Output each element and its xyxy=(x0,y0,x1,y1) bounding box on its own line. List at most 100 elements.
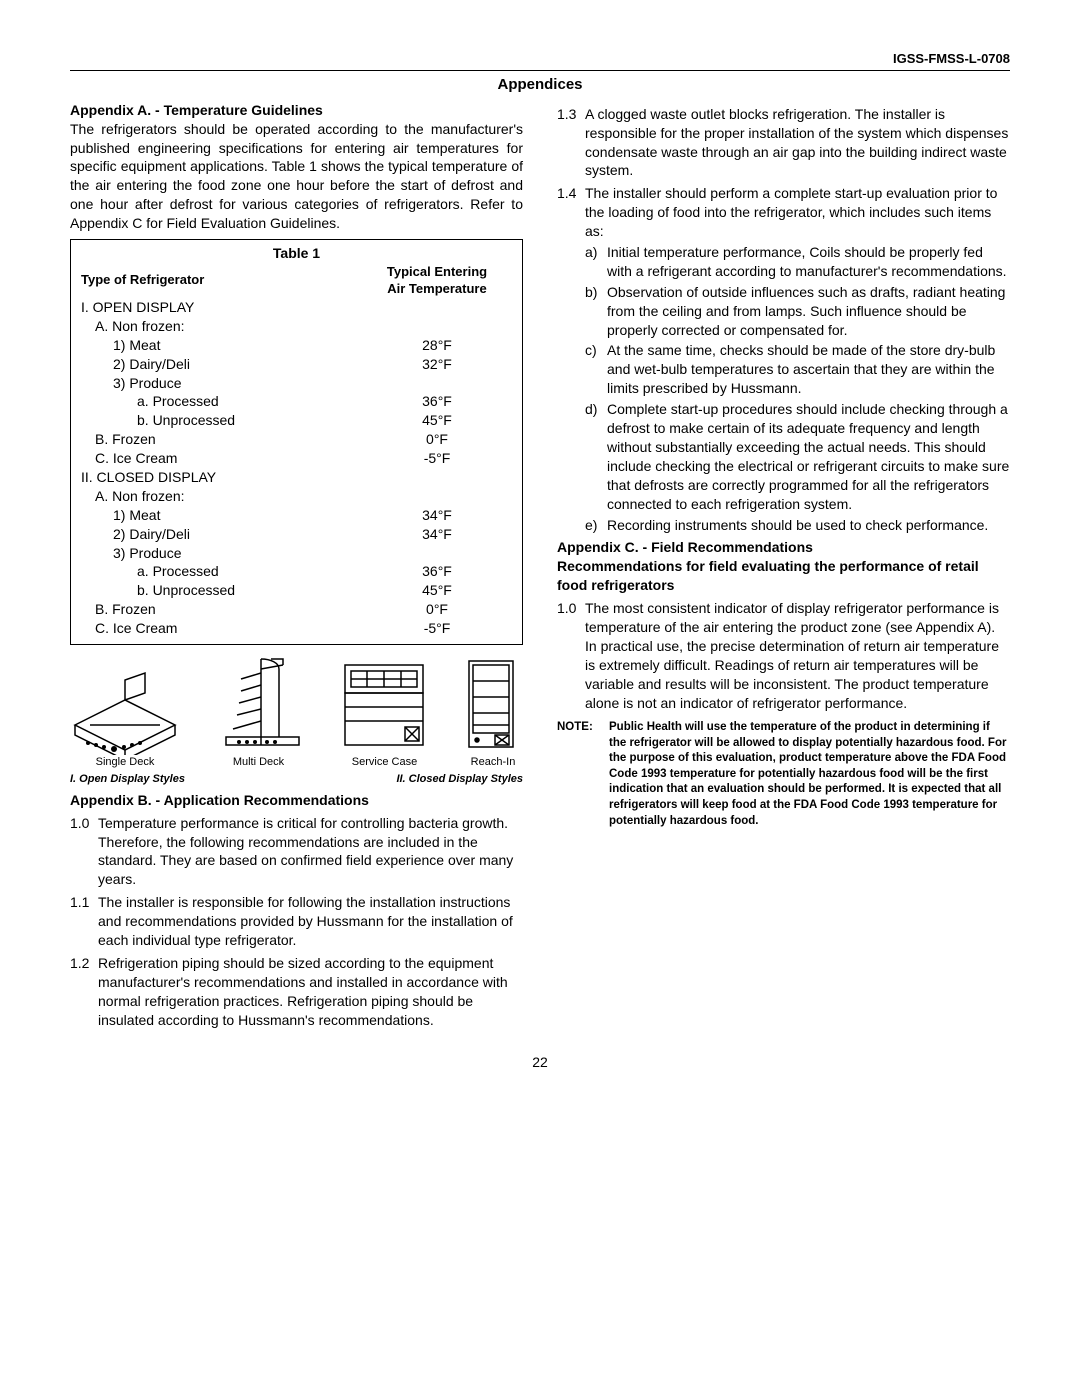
appendix-a-para: The refrigerators should be operated acc… xyxy=(70,120,523,233)
table-cell-temp: 28°F xyxy=(362,336,512,355)
table-row: A. Non frozen: xyxy=(81,317,512,336)
right-items: 1.3A clogged waste outlet blocks refrige… xyxy=(557,105,1010,241)
diagrams-row: Single Deck Multi Deck xyxy=(70,655,523,770)
table-cell-label: 1) Meat xyxy=(81,336,362,355)
item-number: 1.0 xyxy=(70,814,98,890)
table-cell-label: 3) Produce xyxy=(81,544,362,563)
item-text: The installer is responsible for followi… xyxy=(98,893,523,950)
sub-item: e)Recording instruments should be used t… xyxy=(557,516,1010,535)
open-display-label: I. Open Display Styles xyxy=(70,772,185,787)
appendix-b-head: Appendix B. - Application Recommendation… xyxy=(70,791,523,810)
two-columns: Appendix A. - Temperature Guidelines The… xyxy=(70,101,1010,1030)
sub-item: c)At the same time, checks should be mad… xyxy=(557,341,1010,398)
table-row: a. Processed36°F xyxy=(81,562,512,581)
table-cell-temp: 36°F xyxy=(362,562,512,581)
appendix-a-head: Appendix A. - Temperature Guidelines xyxy=(70,101,523,120)
table-row: C. Ice Cream-5°F xyxy=(81,449,512,468)
item-number: 1.4 xyxy=(557,184,585,241)
table-cell-temp: 0°F xyxy=(362,600,512,619)
table-cell-label: 3) Produce xyxy=(81,374,362,393)
sub-number: e) xyxy=(557,516,607,535)
item-number: 1.1 xyxy=(70,893,98,950)
list-item: 1.4The installer should perform a comple… xyxy=(557,184,1010,241)
table-row: 1) Meat28°F xyxy=(81,336,512,355)
reach-in-icon xyxy=(463,655,523,755)
service-case-icon xyxy=(337,655,432,755)
table-cell-temp: -5°F xyxy=(362,449,512,468)
table-cell-label: a. Processed xyxy=(81,562,362,581)
table-row: b. Unprocessed45°F xyxy=(81,581,512,600)
table-cell-label: I. OPEN DISPLAY xyxy=(81,298,362,317)
list-item: 1.2Refrigeration piping should be sized … xyxy=(70,954,523,1030)
table-1: Table 1 Type of Refrigerator Typical Ent… xyxy=(70,239,523,645)
note-block: NOTE: Public Health will use the tempera… xyxy=(557,720,1010,829)
diagram-single-deck: Single Deck xyxy=(70,655,180,770)
sub-number: a) xyxy=(557,243,607,281)
table-title: Table 1 xyxy=(81,244,512,263)
table-cell-temp: 0°F xyxy=(362,430,512,449)
sub-text: Observation of outside influences such a… xyxy=(607,283,1010,340)
table-cell-label: II. CLOSED DISPLAY xyxy=(81,468,362,487)
diagram-label: Service Case xyxy=(352,755,417,770)
table-cell-temp: 45°F xyxy=(362,411,512,430)
right-subitems: a)Initial temperature performance, Coils… xyxy=(557,243,1010,534)
diagram-label: Single Deck xyxy=(96,755,155,770)
item-text: Temperature performance is critical for … xyxy=(98,814,523,890)
table-row: 1) Meat34°F xyxy=(81,506,512,525)
table-cell-temp: -5°F xyxy=(362,619,512,638)
table-row: 3) Produce xyxy=(81,374,512,393)
sub-number: c) xyxy=(557,341,607,398)
diagram-label: Multi Deck xyxy=(233,755,284,770)
table-cell-label: b. Unprocessed xyxy=(81,411,362,430)
sub-text: Complete start-up procedures should incl… xyxy=(607,400,1010,513)
table-cell-label: 1) Meat xyxy=(81,506,362,525)
sub-item: a)Initial temperature performance, Coils… xyxy=(557,243,1010,281)
left-column: Appendix A. - Temperature Guidelines The… xyxy=(70,101,523,1030)
appendix-c-head2: Recommendations for field evaluating the… xyxy=(557,557,1010,595)
item-text: The most consistent indicator of display… xyxy=(585,599,1010,712)
table-cell-label: 2) Dairy/Deli xyxy=(81,355,362,374)
table-cell-temp xyxy=(362,468,512,487)
table-cell-label: B. Frozen xyxy=(81,600,362,619)
sub-item: b)Observation of outside influences such… xyxy=(557,283,1010,340)
multi-deck-icon xyxy=(211,655,306,755)
table-cell-temp xyxy=(362,317,512,336)
doc-id: IGSS-FMSS-L-0708 xyxy=(70,50,1010,68)
diagram-group-labels: I. Open Display Styles II. Closed Displa… xyxy=(70,772,523,787)
sub-text: At the same time, checks should be made … xyxy=(607,341,1010,398)
table-cell-temp: 36°F xyxy=(362,392,512,411)
list-item: 1.1The installer is responsible for foll… xyxy=(70,893,523,950)
table-h2: Typical EnteringAir Temperature xyxy=(362,263,512,298)
table-cell-temp xyxy=(362,298,512,317)
item-text: Refrigeration piping should be sized acc… xyxy=(98,954,523,1030)
sub-item: d)Complete start-up procedures should in… xyxy=(557,400,1010,513)
diagram-reach-in: Reach-In xyxy=(463,655,523,770)
page-number: 22 xyxy=(70,1053,1010,1072)
list-item: 1.3A clogged waste outlet blocks refrige… xyxy=(557,105,1010,181)
closed-display-label: II. Closed Display Styles xyxy=(396,772,523,787)
item-number: 1.3 xyxy=(557,105,585,181)
single-deck-icon xyxy=(70,655,180,755)
sub-number: d) xyxy=(557,400,607,513)
table-cell-label: A. Non frozen: xyxy=(81,487,362,506)
table-cell-label: B. Frozen xyxy=(81,430,362,449)
table-cell-label: b. Unprocessed xyxy=(81,581,362,600)
appendix-c-head1: Appendix C. - Field Recommendations xyxy=(557,538,1010,557)
table-row: 3) Produce xyxy=(81,544,512,563)
table-cell-label: a. Processed xyxy=(81,392,362,411)
table-body: I. OPEN DISPLAYA. Non frozen:1) Meat28°F… xyxy=(81,298,512,638)
table-h1: Type of Refrigerator xyxy=(81,263,362,298)
table-cell-temp: 32°F xyxy=(362,355,512,374)
sub-text: Recording instruments should be used to … xyxy=(607,516,1010,535)
note-label: NOTE: xyxy=(557,720,609,829)
table-cell-label: C. Ice Cream xyxy=(81,619,362,638)
appendix-b-items: 1.0Temperature performance is critical f… xyxy=(70,814,523,1030)
item-text: The installer should perform a complete … xyxy=(585,184,1010,241)
item-text: A clogged waste outlet blocks refrigerat… xyxy=(585,105,1010,181)
table-cell-label: A. Non frozen: xyxy=(81,317,362,336)
table-row: 2) Dairy/Deli34°F xyxy=(81,525,512,544)
table-cell-temp: 34°F xyxy=(362,506,512,525)
table-cell-temp xyxy=(362,487,512,506)
table-cell-label: C. Ice Cream xyxy=(81,449,362,468)
table-row: b. Unprocessed45°F xyxy=(81,411,512,430)
